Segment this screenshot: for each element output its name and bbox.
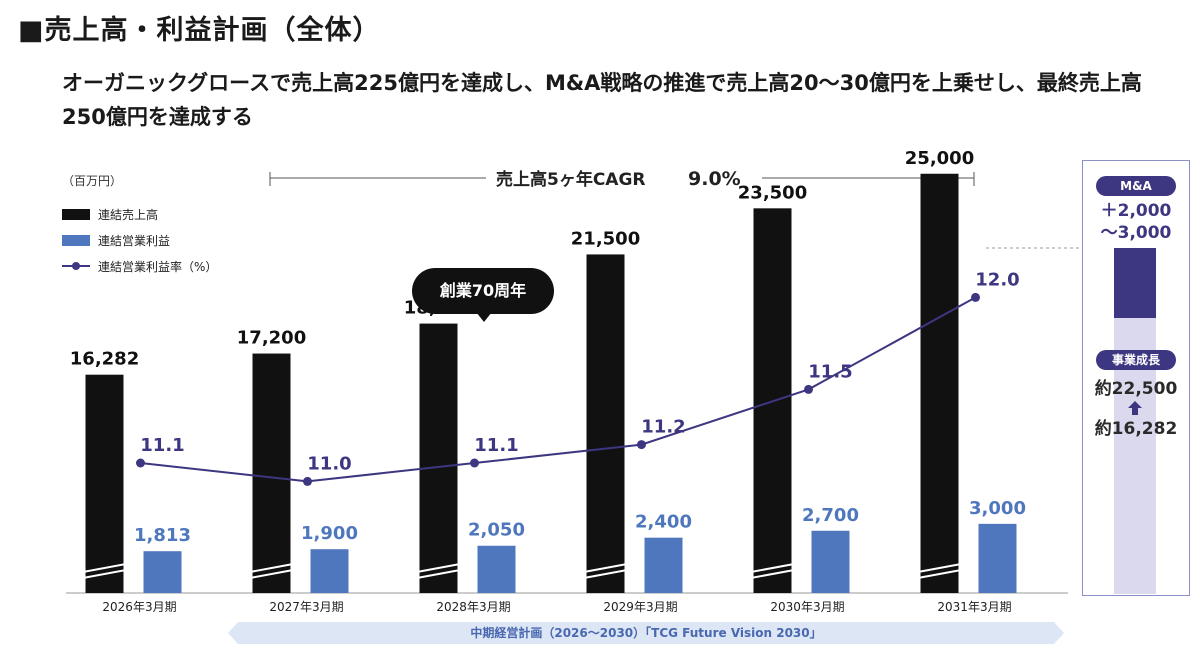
rate-point [637,440,646,450]
sales-bar [252,353,291,593]
profit-bar [143,551,182,593]
profit-bar [310,549,349,593]
rate-value-label: 11.1 [474,435,518,456]
sales-value-label: 16,282 [70,349,139,370]
rate-value-label: 11.5 [808,361,852,382]
profit-value-label: 2,050 [468,520,525,541]
ma-value-2: ～3,000 [1100,223,1172,243]
ma-pill: M&A [1096,176,1176,196]
profit-bar [978,523,1017,593]
axis-break-mark [745,562,800,574]
axis-break-mark [244,568,299,580]
axis-break-mark [578,568,633,580]
ma-value-1: ＋2,000 [1100,201,1172,221]
axis-break-mark [912,568,967,580]
legend-marker-rate [72,262,80,270]
profit-bar [811,530,850,593]
anniversary-bubble: 創業70周年 [412,268,554,314]
profit-value-label: 1,813 [134,525,191,546]
axis-break-mark [912,562,967,574]
legend-label-profit: 連結営業利益 [98,234,170,248]
x-tick-label: 2026年3月期 [102,600,176,614]
sales-value-label: 17,200 [237,328,306,349]
x-tick-label: 2031年3月期 [937,600,1011,614]
rate-value-label: 12.0 [975,269,1019,290]
growth-from: 約16,282 [1094,419,1178,439]
x-tick-label: 2030年3月期 [770,600,844,614]
legend-swatch-sales [62,209,90,220]
sales-value-label: 21,500 [571,228,640,249]
sales-value-label: 23,500 [738,182,807,203]
sales-bar [586,254,625,594]
growth-to: 約22,500 [1094,379,1178,399]
legend-label-sales: 連結売上高 [98,207,158,222]
cagr-label: 売上高5ヶ年CAGR [496,169,646,190]
profit-value-label: 2,700 [802,505,859,526]
page-title: ■売上高・利益計画（全体） [18,15,381,46]
profit-value-label: 1,900 [301,523,358,544]
plan-banner: 中期経営計画（2026～2030）「TCG Future Vision 2030… [228,622,1064,644]
anniversary-bubble-tail [476,312,492,322]
rate-point [804,384,813,394]
axis-break-mark [745,568,800,580]
legend-label-rate: 連結営業利益率（%） [98,259,217,274]
rate-value-label: 11.2 [641,417,685,438]
x-tick-label: 2029年3月期 [603,600,677,614]
ma-bar [1114,248,1156,318]
profit-value-label: 3,000 [969,498,1026,519]
rate-line [140,296,976,483]
rate-value-label: 11.0 [307,453,351,474]
up-arrow-icon [1128,401,1142,415]
unit-label: （百万円） [62,174,122,188]
rate-value-label: 11.1 [140,435,184,456]
x-tick-label: 2028年3月期 [436,600,510,614]
legend-swatch-profit [62,235,90,246]
axis-break-mark [411,562,466,574]
profit-bar [644,537,683,593]
rate-point [136,458,145,468]
rate-point [470,458,479,468]
axis-break-mark [244,562,299,574]
axis-break-mark [578,562,633,574]
sales-bar [85,374,124,593]
rate-point [971,292,980,302]
growth-pill: 事業成長 [1096,350,1176,370]
cagr-value: 9.0% [688,168,741,190]
rate-point [303,476,312,486]
sales-bar [419,323,458,593]
profit-bar [477,545,516,593]
x-tick-label: 2027年3月期 [269,600,343,614]
axis-break-mark [77,562,132,574]
axis-break-mark [77,568,132,580]
axis-break-mark [411,568,466,580]
sales-value-label: 25,000 [905,148,974,169]
sales-bar [920,173,959,593]
page-subtitle: オーガニックグロースで売上高225億円を達成し、M&A戦略の推進で売上高20～3… [62,71,1142,129]
profit-value-label: 2,400 [635,512,692,533]
